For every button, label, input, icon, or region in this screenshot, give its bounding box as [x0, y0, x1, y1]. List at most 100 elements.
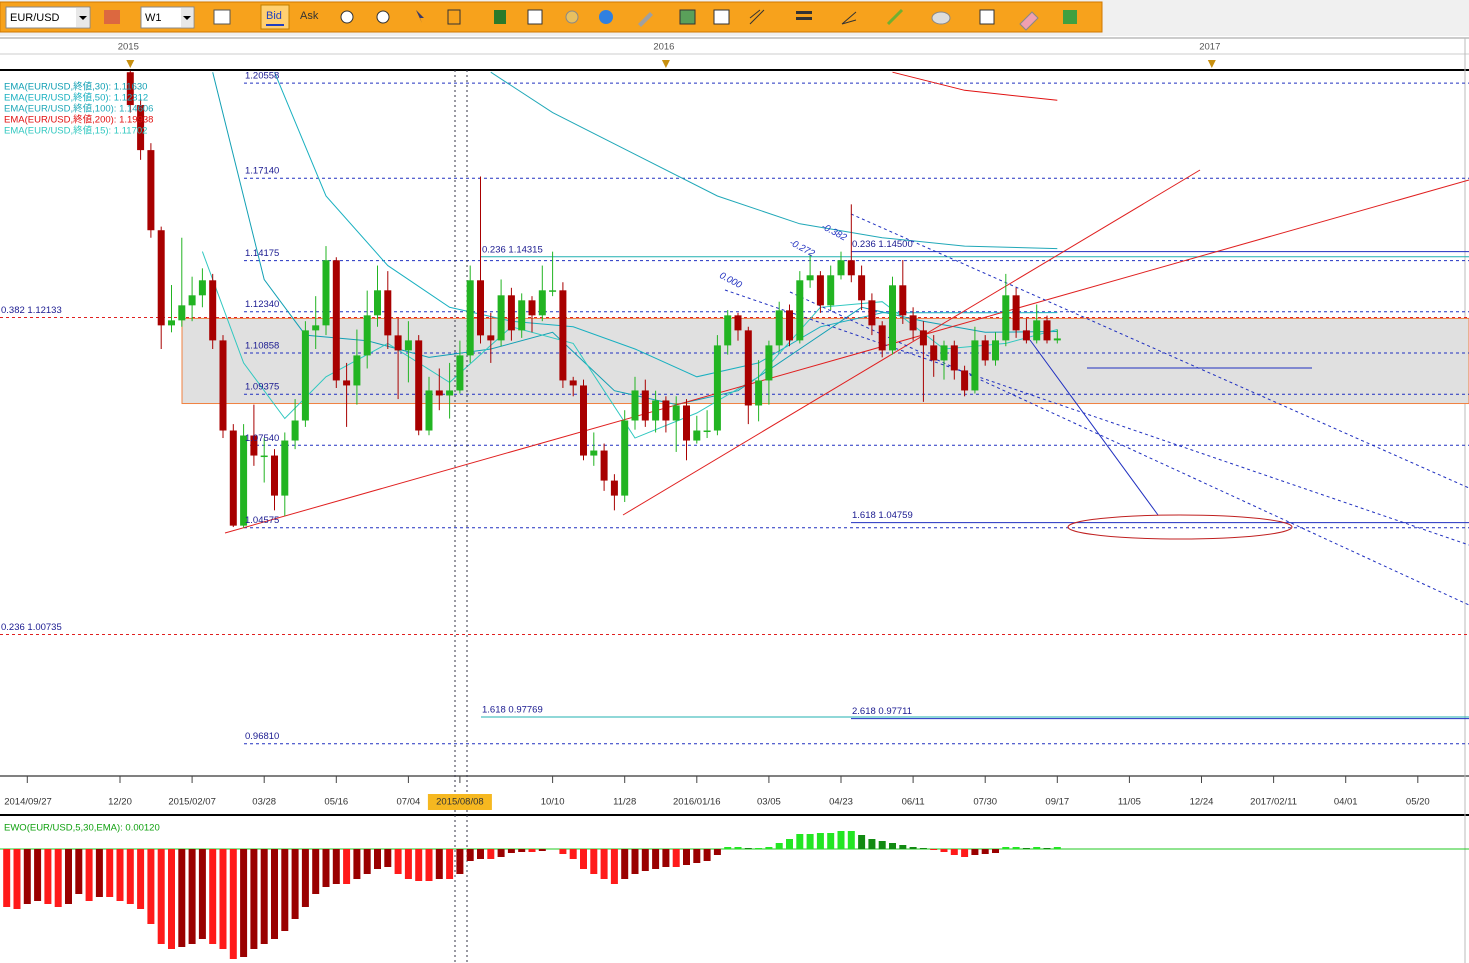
candle-body	[229, 430, 237, 526]
tool-icon[interactable]	[796, 17, 812, 20]
ewo-bar	[178, 849, 186, 947]
candle-body	[600, 450, 608, 481]
candle-body	[167, 320, 175, 326]
globe-icon[interactable]	[599, 10, 613, 24]
candle-body	[518, 300, 526, 331]
candle-body	[765, 345, 773, 381]
fan-icon[interactable]	[841, 11, 857, 25]
candle-body	[590, 450, 598, 456]
candle-body	[610, 480, 618, 496]
candle-body	[868, 300, 876, 326]
candle-body	[1022, 330, 1030, 341]
timeframe-text: W1	[145, 12, 162, 24]
zoom-out-icon[interactable]	[376, 10, 390, 24]
candle-body	[662, 400, 670, 421]
ewo-bar	[796, 834, 804, 849]
ewo-bar	[404, 849, 412, 879]
ewo-bar	[137, 849, 145, 909]
fib-level-label: 1.17140	[245, 166, 279, 177]
ewo-bar	[755, 848, 763, 849]
symbol-input[interactable]	[5, 6, 91, 29]
tool-icon[interactable]	[494, 10, 506, 24]
ewo-bar	[353, 849, 361, 879]
ewo-bar	[827, 833, 835, 849]
candle-body	[837, 260, 845, 276]
eraser-icon[interactable]	[1019, 11, 1039, 31]
ruler-icon[interactable]	[638, 12, 653, 27]
ewo-bar	[363, 849, 371, 874]
trend-line[interactable]	[224, 179, 1469, 534]
x-tick-label: 07/30	[973, 797, 997, 808]
fib-level-label: 0.382 1.12133	[1, 305, 62, 316]
candle-body	[353, 355, 361, 386]
ask-label[interactable]: Ask	[300, 10, 319, 22]
x-tick-label: 2016/01/16	[673, 797, 721, 808]
ellipse-icon[interactable]	[931, 11, 951, 25]
candle-body	[981, 340, 989, 361]
ewo-bar	[909, 847, 917, 849]
ewo-bar	[641, 849, 649, 871]
channel-line[interactable]	[789, 291, 1469, 606]
ewo-bar	[899, 845, 907, 849]
tool-icon[interactable]	[1063, 10, 1077, 24]
target-ellipse[interactable]	[1067, 514, 1293, 540]
ewo-bar	[240, 849, 248, 957]
ewo-bar	[703, 849, 711, 861]
x-tick-label: 03/28	[252, 797, 276, 808]
candle-body	[538, 290, 546, 316]
cursor-icon[interactable]	[416, 10, 424, 23]
candle-body	[889, 285, 897, 351]
tool-icon[interactable]	[104, 10, 120, 24]
fib-level-label: 1.618 0.97769	[482, 705, 543, 716]
ewo-bar	[693, 849, 701, 863]
fib-level-label: 0.236 1.14500	[852, 239, 913, 250]
ewo-bar	[106, 849, 114, 897]
ewo-bar	[64, 849, 72, 904]
ewo-bar	[1002, 847, 1010, 849]
pen-icon[interactable]	[886, 8, 904, 26]
candle-body	[755, 380, 763, 406]
channel-line[interactable]	[724, 289, 1469, 546]
tool-icon[interactable]	[213, 9, 231, 25]
x-tick-label: 2015/08/08	[436, 797, 484, 808]
ewo-bar	[281, 849, 289, 931]
year-label: 2016	[653, 42, 674, 53]
ewo-bar	[775, 843, 783, 849]
line-tool-icon[interactable]	[749, 9, 765, 25]
legend-entry: EMA(EUR/USD,終値,15): 1.11702	[4, 125, 147, 137]
candle-body	[621, 420, 629, 496]
candle-body	[219, 340, 227, 431]
ewo-bar	[13, 849, 21, 909]
candle-body	[497, 295, 505, 341]
ewo-bar	[322, 849, 330, 887]
tool-icon[interactable]	[565, 10, 579, 24]
tool-icon[interactable]	[796, 11, 812, 14]
x-tick-label: 03/05	[757, 797, 781, 808]
ewo-bar	[147, 849, 155, 924]
candle-body	[343, 380, 351, 386]
projection-line[interactable]	[1029, 339, 1159, 516]
channel-line[interactable]	[850, 213, 1469, 489]
fib-level-label: 0.96810	[245, 731, 279, 742]
ewo-bar	[538, 849, 546, 851]
tool-icon[interactable]	[679, 9, 696, 25]
text-icon[interactable]	[979, 9, 995, 25]
ewo-bar	[713, 849, 721, 855]
timeframe-select[interactable]	[140, 6, 195, 29]
ewo-bar	[126, 849, 134, 904]
zoom-in-icon[interactable]	[340, 10, 354, 24]
ewo-bar	[466, 849, 474, 861]
tool-icon[interactable]	[713, 9, 730, 25]
x-tick-label: 2015/02/07	[168, 797, 216, 808]
trend-line[interactable]	[622, 169, 1201, 516]
candle-body	[652, 400, 660, 421]
ewo-bar	[610, 849, 618, 884]
ewo-bar	[373, 849, 381, 869]
candle-body	[270, 455, 278, 496]
range-zone	[181, 317, 1469, 405]
crosshair-icon[interactable]	[447, 9, 461, 25]
tool-icon[interactable]	[527, 9, 543, 25]
x-tick-label: 06/11	[902, 797, 925, 808]
candle-body	[559, 290, 567, 381]
year-label: 2017	[1199, 42, 1220, 53]
